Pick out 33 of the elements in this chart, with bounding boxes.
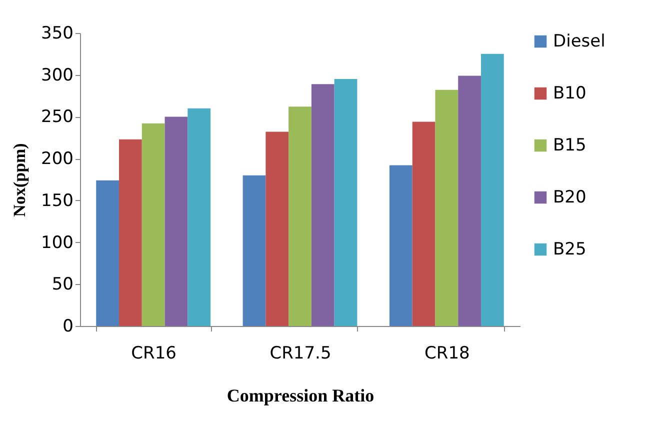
bar [412, 122, 436, 326]
y-axis-title: Nox(ppm) [10, 143, 30, 217]
legend-label: B15 [553, 136, 586, 156]
y-tick-label: 150 [41, 190, 74, 211]
legend-label: Diesel [553, 32, 606, 52]
y-tick-label: 300 [41, 65, 74, 86]
bar [164, 116, 188, 326]
y-tick-label: 350 [41, 24, 74, 44]
y-tick-label: 250 [41, 107, 74, 128]
bar [288, 106, 312, 326]
x-tick-label: CR18 [424, 344, 470, 364]
bar [242, 175, 266, 326]
x-tick-label: CR16 [131, 344, 176, 364]
x-axis-title: Compression Ratio [226, 386, 374, 406]
bar [458, 76, 481, 326]
bar [188, 108, 211, 326]
legend-label: B25 [553, 240, 586, 260]
x-tick-label: CR17.5 [270, 344, 332, 364]
y-tick-label: 100 [41, 232, 74, 253]
bar [480, 54, 504, 326]
legend-label: B20 [553, 188, 586, 208]
bar [119, 139, 142, 326]
bar [142, 123, 165, 326]
y-tick-label: 50 [52, 274, 74, 295]
bar [266, 132, 289, 326]
bar [389, 165, 412, 326]
bar [311, 84, 334, 326]
legend-label: B10 [553, 84, 586, 104]
bar [96, 180, 120, 326]
y-tick-label: 200 [41, 149, 74, 170]
y-tick-label: 0 [62, 316, 74, 336]
bar [334, 79, 358, 326]
bar [435, 90, 458, 326]
